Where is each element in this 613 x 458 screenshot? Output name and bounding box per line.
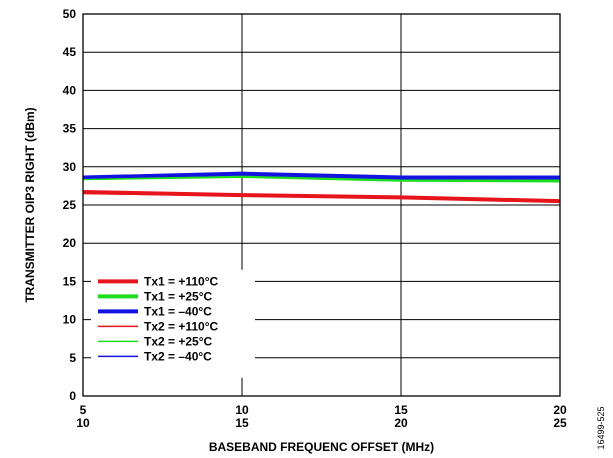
- series-line: [82, 173, 560, 180]
- x-tick-label-top: 5: [80, 403, 87, 417]
- y-tick-label: 10: [63, 313, 77, 327]
- x-tick-label-top: 15: [394, 403, 408, 417]
- series-line: [82, 175, 561, 183]
- legend-label: Tx2 = +110°C: [144, 319, 219, 333]
- legend-label: Tx1 = +110°C: [144, 274, 219, 288]
- figure-id: 16499-525: [596, 406, 606, 449]
- y-tick-label: 15: [63, 274, 77, 288]
- y-tick-label: 50: [63, 7, 77, 21]
- y-tick-label: 40: [63, 83, 77, 97]
- x-tick-label-bottom: 15: [235, 416, 249, 430]
- legend-label: Tx1 = +25°C: [144, 289, 213, 303]
- x-tick-label-top: 20: [553, 403, 567, 417]
- x-tick-label-bottom: 25: [553, 416, 567, 430]
- y-tick-label: 45: [63, 45, 77, 59]
- y-tick-label: 35: [63, 122, 77, 136]
- y-tick-label: 25: [63, 198, 77, 212]
- plot-frame: [82, 13, 561, 397]
- y-tick-label: 5: [69, 351, 76, 365]
- series-lines: [82, 171, 561, 204]
- y-tick-label: 20: [63, 236, 77, 250]
- legend-box: [91, 269, 255, 378]
- y-tick-label: 0: [69, 389, 76, 403]
- y-ticks: 0 5 10 15 20 25 30 35 40 45 50: [63, 7, 77, 403]
- x-tick-label-bottom: 20: [394, 416, 408, 430]
- series-line: [82, 171, 560, 180]
- legend-label: Tx2 = +25°C: [144, 334, 213, 348]
- series-line: [82, 192, 561, 203]
- series-line: [82, 190, 561, 204]
- y-tick-label: 30: [63, 160, 77, 174]
- legend-label: Tx1 = –40°C: [144, 304, 212, 318]
- legend-label: Tx2 = –40°C: [144, 349, 212, 363]
- y-axis-label: TRANSMITTER OIP3 RIGHT (dBm): [23, 107, 37, 302]
- x-axis-label: BASEBAND FREQUENC OFFSET (MHz): [209, 440, 434, 454]
- x-tick-label-top: 10: [235, 403, 249, 417]
- x-tick-label-bottom: 10: [76, 416, 90, 430]
